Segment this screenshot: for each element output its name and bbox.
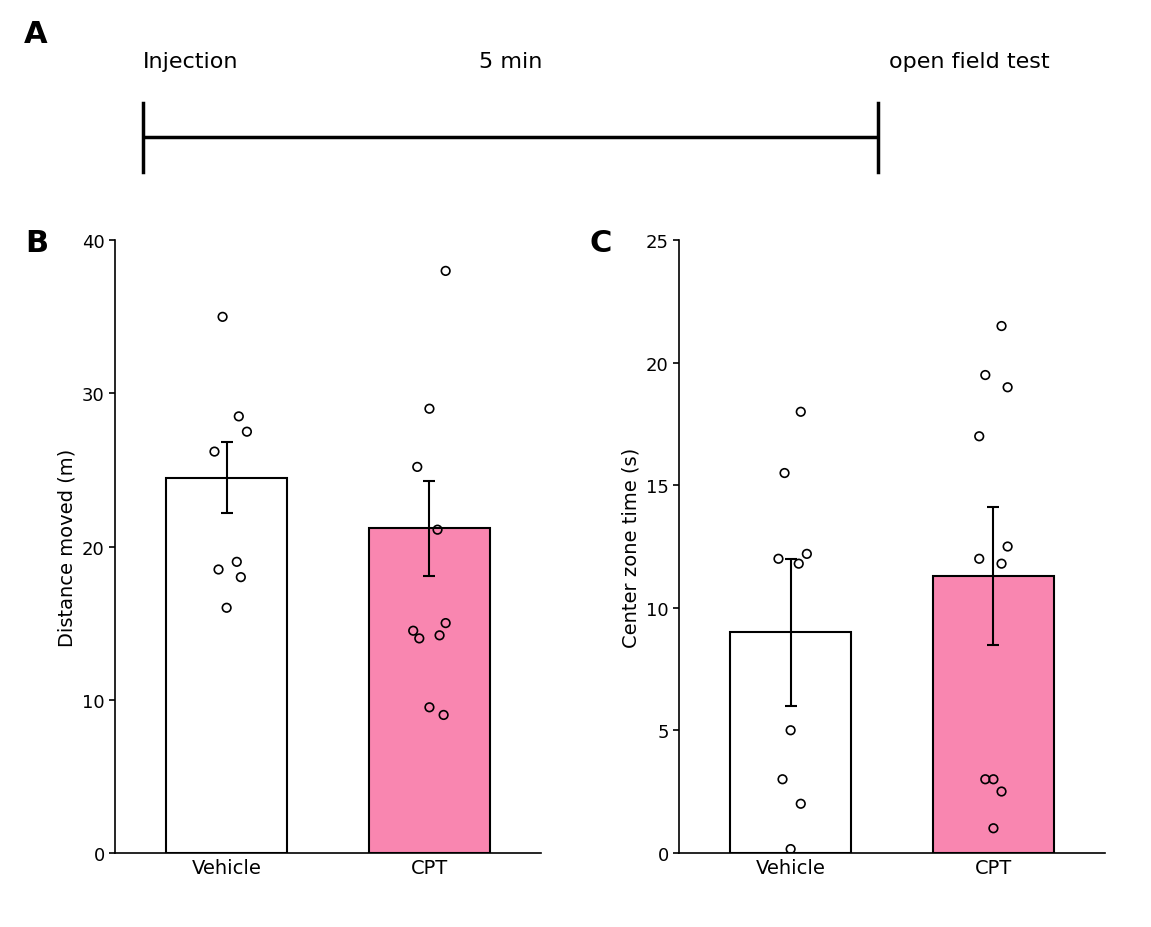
Point bbox=[769, 552, 787, 566]
Bar bbox=[730, 632, 852, 853]
Point bbox=[209, 563, 228, 578]
Point bbox=[428, 523, 447, 538]
Text: Injection: Injection bbox=[143, 51, 238, 71]
Point bbox=[420, 700, 439, 715]
Point bbox=[970, 552, 989, 566]
Point bbox=[970, 429, 989, 444]
Text: B: B bbox=[25, 229, 48, 258]
Point bbox=[984, 821, 1003, 836]
Point bbox=[792, 405, 810, 420]
Point bbox=[792, 796, 810, 811]
Point bbox=[430, 629, 449, 643]
Point bbox=[436, 264, 455, 279]
Point bbox=[410, 631, 428, 646]
Point bbox=[773, 772, 792, 787]
Point bbox=[434, 708, 452, 723]
Text: 5 min: 5 min bbox=[479, 51, 542, 71]
Point bbox=[409, 460, 427, 475]
Point bbox=[228, 554, 246, 569]
Point bbox=[998, 540, 1016, 554]
Point bbox=[992, 784, 1011, 799]
Text: A: A bbox=[24, 19, 47, 49]
Bar bbox=[932, 577, 1054, 853]
Bar bbox=[166, 478, 288, 853]
Point bbox=[229, 410, 247, 425]
Point bbox=[205, 445, 223, 460]
Point bbox=[436, 616, 455, 630]
Y-axis label: Center zone time (s): Center zone time (s) bbox=[622, 447, 640, 647]
Text: open field test: open field test bbox=[890, 51, 1050, 71]
Bar bbox=[368, 528, 490, 853]
Point bbox=[238, 425, 257, 439]
Point bbox=[213, 310, 231, 324]
Point bbox=[420, 402, 439, 417]
Text: C: C bbox=[589, 229, 612, 258]
Point bbox=[998, 380, 1016, 395]
Point bbox=[231, 570, 250, 585]
Point bbox=[984, 772, 1003, 787]
Point bbox=[798, 547, 816, 562]
Point bbox=[976, 368, 994, 383]
Point bbox=[404, 624, 422, 639]
Point bbox=[776, 466, 794, 481]
Point bbox=[790, 556, 808, 571]
Point bbox=[992, 319, 1011, 334]
Y-axis label: Distance moved (m): Distance moved (m) bbox=[58, 448, 76, 646]
Point bbox=[218, 601, 236, 616]
Point bbox=[976, 772, 994, 787]
Point bbox=[782, 842, 800, 857]
Point bbox=[992, 556, 1011, 571]
Point bbox=[782, 723, 800, 738]
